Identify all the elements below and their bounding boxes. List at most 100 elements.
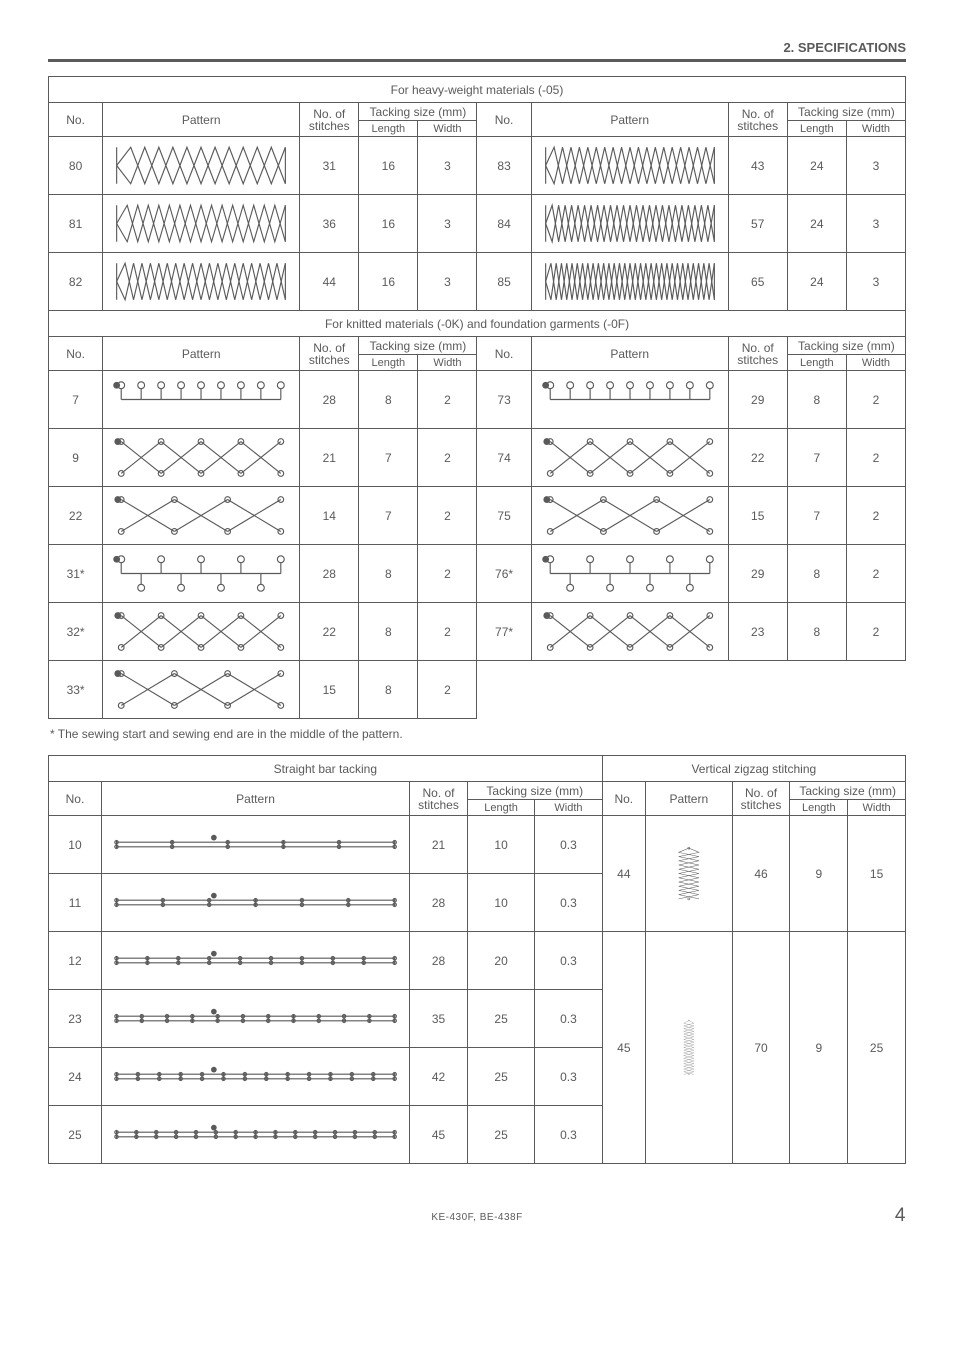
hdr-width: Width [846,121,905,137]
hdr-length: Length [787,121,846,137]
cell-no: 74 [477,429,531,487]
cell-pattern [101,1048,409,1106]
table-row: 72882732982 [49,371,906,429]
cell-stitches: 28 [300,545,359,603]
cell-stitches: 22 [728,429,787,487]
hdr-tacking: Tacking size (mm) [790,782,906,800]
footnote: * The sewing start and sewing end are in… [50,727,906,741]
hdr-tacking: Tacking size (mm) [787,337,905,355]
cell-no: 7 [49,371,103,429]
cell-length: 9 [790,816,848,932]
cell-width: 2 [418,545,477,603]
hdr-pattern: Pattern [101,782,409,816]
cell-pattern [103,545,300,603]
cell-length: 9 [790,932,848,1164]
cell-no: 45 [602,932,645,1164]
cell-length: 8 [359,661,418,719]
hdr-width: Width [848,800,906,816]
cell-stitches: 29 [728,545,787,603]
cell-no: 22 [49,487,103,545]
cell-length: 7 [359,429,418,487]
hdr-width: Width [418,355,477,371]
cell-pattern [101,816,409,874]
cell-pattern [103,253,300,311]
cell-width: 3 [418,253,477,311]
cell-stitches: 21 [410,816,468,874]
cell-stitches: 57 [728,195,787,253]
cell-length: 7 [787,487,846,545]
hdr-tacking: Tacking size (mm) [787,103,905,121]
hdr-stitches: No. ofstitches [300,337,359,371]
cell-pattern [645,932,732,1164]
table-row: 82 4416385 65243 [49,253,906,311]
cell-width: 3 [846,253,905,311]
cell-length: 25 [467,990,534,1048]
hdr-width: Width [846,355,905,371]
cell-pattern [531,429,728,487]
cell-length: 8 [787,545,846,603]
cell-length: 16 [359,195,418,253]
cell-pattern [103,487,300,545]
cell-no: 9 [49,429,103,487]
page-footer: KE-430F, BE-438F 4 [48,1212,906,1223]
hdr-width: Width [535,800,602,816]
cell-width: 0.3 [535,932,602,990]
cell-width: 0.3 [535,816,602,874]
hdr-stitches: No. ofstitches [728,337,787,371]
cell-stitches: 14 [300,487,359,545]
cell-width: 3 [846,137,905,195]
hdr-length: Length [790,800,848,816]
hdr-stitches: No. ofstitches [410,782,468,816]
cell-stitches: 21 [300,429,359,487]
table-row: 33*1582 [49,661,906,719]
cell-width: 2 [418,603,477,661]
cell-no: 11 [49,874,102,932]
cell-length: 8 [359,545,418,603]
cell-length: 25 [467,1048,534,1106]
spec-table-straight-vertical: Straight bar tacking Vertical zigzag sti… [48,755,906,1164]
cell-no: 82 [49,253,103,311]
table-row: 31*288276*2982 [49,545,906,603]
cell-pattern [101,932,409,990]
cell-pattern [531,371,728,429]
cell-stitches: 28 [410,932,468,990]
cell-pattern [103,603,300,661]
cell-length: 16 [359,253,418,311]
cell-no: 80 [49,137,103,195]
hdr-length: Length [359,355,418,371]
cell-pattern [645,816,732,932]
cell-width: 3 [418,195,477,253]
cell-length: 10 [467,816,534,874]
cell-pattern [531,603,728,661]
table-row: 12 28200.345 70925 [49,932,906,990]
cell-pattern [101,990,409,1048]
hdr-stitches: No. ofstitches [300,103,359,137]
cell-stitches: 46 [732,816,790,932]
hdr-pattern: Pattern [645,782,732,816]
hdr-tacking: Tacking size (mm) [467,782,602,800]
hdr-no: No. [602,782,645,816]
cell-no: 83 [477,137,531,195]
cell-width: 2 [846,371,905,429]
footer-model: KE-430F, BE-438F [431,1212,522,1223]
cell-length: 7 [787,429,846,487]
cell-no: 24 [49,1048,102,1106]
cell-length: 24 [787,195,846,253]
cell-length: 8 [787,603,846,661]
hdr-stitches: No. ofstitches [728,103,787,137]
cell-no: 76* [477,545,531,603]
cell-pattern [103,661,300,719]
cell-length: 25 [467,1106,534,1164]
hdr-width: Width [418,121,477,137]
cell-length: 7 [359,487,418,545]
cell-width: 0.3 [535,1106,602,1164]
cell-length: 8 [359,371,418,429]
cell-width: 0.3 [535,1048,602,1106]
cell-pattern [531,137,728,195]
cell-no: 44 [602,816,645,932]
hdr-pattern: Pattern [103,337,300,371]
cell-width: 2 [846,603,905,661]
cell-no: 31* [49,545,103,603]
cell-stitches: 36 [300,195,359,253]
cell-length: 20 [467,932,534,990]
